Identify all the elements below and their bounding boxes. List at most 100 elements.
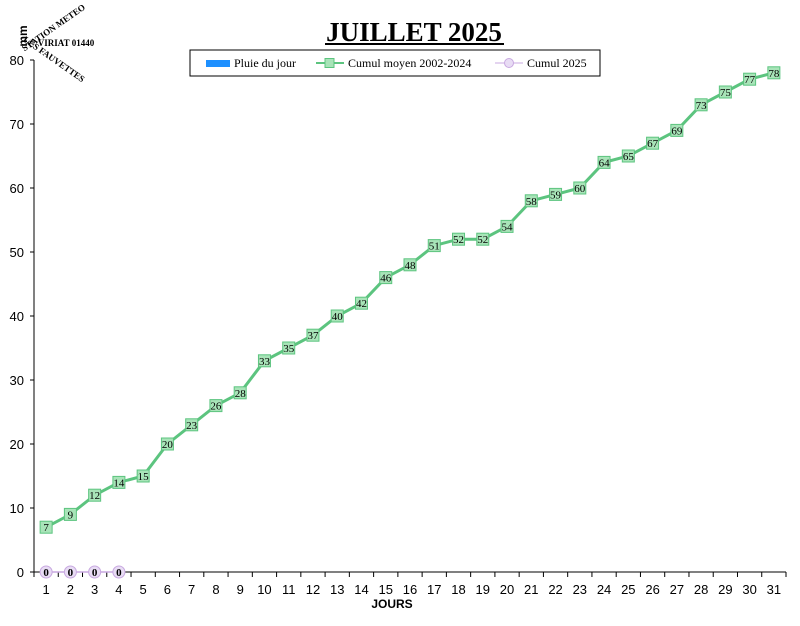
x-tick-label: 24: [597, 582, 611, 597]
data-label-cumul-moyen: 75: [720, 87, 732, 99]
point-cumul-moyen: [621, 149, 635, 163]
point-cumul-2025: [39, 565, 53, 579]
point-cumul-moyen: [670, 123, 684, 137]
point-cumul-moyen: [500, 219, 514, 233]
legend-label-pluie: Pluie du jour: [234, 56, 296, 70]
legend: Pluie du jour Cumul moyen 2002-2024 Cumu…: [189, 49, 601, 77]
data-label-cumul-moyen: 23: [186, 420, 198, 432]
y-tick-label: 40: [10, 309, 24, 324]
data-label-cumul-moyen: 28: [235, 388, 247, 400]
point-cumul-2025: [112, 565, 126, 579]
point-cumul-moyen: [257, 354, 271, 368]
x-tick-label: 28: [694, 582, 708, 597]
point-cumul-moyen: [524, 194, 538, 208]
x-axis-label: JOURS: [371, 597, 412, 611]
point-cumul-moyen: [330, 309, 344, 323]
x-tick-label: 14: [354, 582, 368, 597]
y-ticks: 0 10 20 30 40 50 60 70 80: [10, 53, 34, 580]
legend-item-cumul-2025: Cumul 2025: [495, 56, 587, 70]
point-cumul-moyen: [185, 418, 199, 432]
data-label-cumul-moyen: 58: [526, 196, 538, 208]
point-cumul-moyen: [282, 341, 296, 355]
legend-item-cumul-moyen: Cumul moyen 2002-2024: [316, 56, 471, 70]
point-cumul-moyen: [452, 232, 466, 246]
chart-title: JUILLET 2025: [326, 17, 502, 47]
y-tick-label: 70: [10, 117, 24, 132]
point-cumul-moyen: [379, 271, 393, 285]
data-label-cumul-moyen: 77: [744, 74, 756, 86]
station-stamp-logo: VIRIAT 01440 STATION METEO LES FAUVETTES: [20, 2, 97, 84]
point-cumul-moyen: [88, 488, 102, 502]
data-label-cumul-moyen: 69: [671, 125, 683, 137]
x-tick-label: 1: [43, 582, 50, 597]
x-tick-label: 5: [140, 582, 147, 597]
x-tick-label: 8: [212, 582, 219, 597]
point-cumul-moyen: [597, 155, 611, 169]
point-cumul-moyen: [549, 187, 563, 201]
y-tick-label: 80: [10, 53, 24, 68]
point-cumul-moyen: [718, 85, 732, 99]
x-tick-label: 2: [67, 582, 74, 597]
y-tick-label: 50: [10, 245, 24, 260]
x-tick-label: 6: [164, 582, 171, 597]
x-tick-label: 27: [670, 582, 684, 597]
x-tick-label: 29: [718, 582, 732, 597]
point-cumul-moyen: [63, 507, 77, 521]
point-cumul-moyen: [694, 98, 708, 112]
x-tick-label: 17: [427, 582, 441, 597]
data-label-cumul-moyen: 35: [283, 343, 295, 355]
point-cumul-moyen: [476, 232, 490, 246]
data-label-cumul-moyen: 52: [453, 234, 464, 246]
x-ticks: 1 2 3 4 5 6 7 8 9 10 11 12 13 14 15 16 17 18 19 20 21 22 23 24 2…: [33, 572, 787, 597]
stamp-center-text: VIRIAT 01440: [38, 38, 95, 48]
x-tick-label: 30: [742, 582, 756, 597]
x-tick-label: 25: [621, 582, 635, 597]
point-cumul-moyen: [136, 469, 150, 483]
x-tick-label: 10: [257, 582, 271, 597]
x-tick-label: 12: [306, 582, 320, 597]
data-label-cumul-moyen: 54: [502, 221, 514, 233]
data-label-cumul-moyen: 48: [405, 260, 417, 272]
point-cumul-moyen: [39, 520, 53, 534]
point-cumul-moyen: [573, 181, 587, 195]
x-tick-label: 9: [237, 582, 244, 597]
point-cumul-2025: [63, 565, 77, 579]
data-label-cumul-moyen: 52: [477, 234, 488, 246]
point-cumul-moyen: [354, 296, 368, 310]
data-label-cumul-moyen: 26: [210, 401, 222, 413]
x-tick-label: 19: [476, 582, 490, 597]
point-cumul-moyen: [160, 437, 174, 451]
data-label-cumul-moyen: 42: [356, 298, 367, 310]
point-cumul-moyen: [233, 386, 247, 400]
series-line-cumul-moyen: [45, 71, 775, 529]
point-cumul-moyen: [646, 136, 660, 150]
x-tick-label: 23: [573, 582, 587, 597]
legend-item-pluie: Pluie du jour: [206, 56, 296, 70]
point-cumul-moyen: [767, 66, 781, 80]
data-label-cumul-moyen: 67: [647, 138, 659, 150]
x-tick-label: 3: [91, 582, 98, 597]
data-label-cumul-moyen: 59: [550, 189, 562, 201]
data-label-cumul-moyen: 9: [68, 509, 74, 521]
data-label-cumul-moyen: 33: [259, 356, 271, 368]
y-tick-label: 30: [10, 373, 24, 388]
point-cumul-moyen: [427, 239, 441, 253]
x-tick-label: 26: [645, 582, 659, 597]
x-tick-label: 4: [115, 582, 122, 597]
legend-swatch-marker-square: [324, 58, 335, 68]
data-label-cumul-moyen: 37: [307, 330, 319, 342]
x-tick-label: 13: [330, 582, 344, 597]
x-tick-label: 18: [451, 582, 465, 597]
data-label-cumul-2025: 0: [43, 567, 49, 579]
x-tick-label: 21: [524, 582, 538, 597]
legend-label-cumul-2025: Cumul 2025: [527, 56, 587, 70]
point-cumul-moyen: [306, 328, 320, 342]
point-cumul-2025: [88, 565, 102, 579]
data-label-cumul-moyen: 7: [43, 522, 49, 534]
series-layer: 7 9 12 14 15 20 23 26 28 33 35 37 40 42 46 48 51 52 52 54 58…: [39, 66, 781, 579]
point-cumul-moyen: [112, 475, 126, 489]
y-axis-label: mm: [16, 25, 30, 46]
data-label-cumul-moyen: 60: [574, 183, 586, 195]
data-label-cumul-moyen: 14: [113, 477, 125, 489]
